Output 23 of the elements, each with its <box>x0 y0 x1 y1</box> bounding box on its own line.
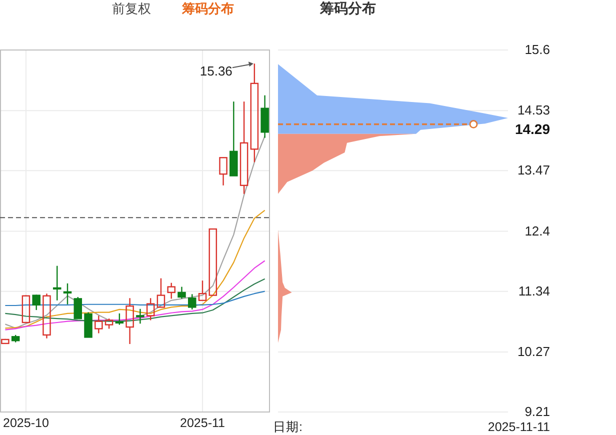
y-tick-label: 12.4 <box>524 223 550 238</box>
chart-title: 筹码分布 <box>319 0 376 16</box>
y-tick-label: 14.53 <box>517 102 550 118</box>
y-tick-label: 11.34 <box>518 283 550 298</box>
candlestick <box>167 282 176 300</box>
y-tick-label: 15.6 <box>524 42 550 57</box>
candlestick <box>126 298 134 345</box>
text: 2025-11-11 <box>488 420 550 434</box>
y-tick-label: 10.27 <box>517 344 550 359</box>
y-tick-label: 13.47 <box>517 162 550 178</box>
candlestick <box>136 308 144 324</box>
text: 前复权 <box>112 1 151 16</box>
y-tick-label: 9.21 <box>524 404 550 419</box>
text: 筹码分布 <box>181 1 234 16</box>
candlestick <box>42 293 51 339</box>
annotation: 15.36 <box>200 64 232 79</box>
ref-line-label: 14.29 <box>514 121 550 138</box>
candlestick <box>94 315 103 334</box>
text: 日期: <box>273 420 302 434</box>
x-tick-label: 2025-10 <box>3 416 49 430</box>
candlestick <box>52 265 62 301</box>
candlestick <box>260 94 269 138</box>
x-tick-label: 2025-11 <box>180 416 226 430</box>
